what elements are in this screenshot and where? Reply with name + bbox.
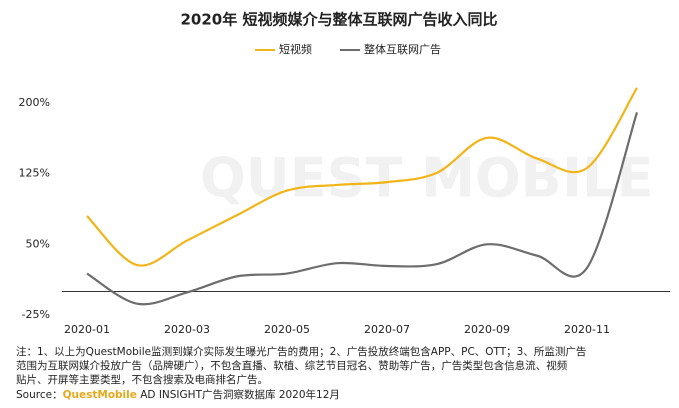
legend-label: 整体互联网广告 <box>364 42 441 56</box>
y-tick-label: 50% <box>26 237 50 250</box>
y-tick-label: 200% <box>19 96 50 109</box>
note-line: 贴片、开屏等主要类型，不包含搜索及电商排名广告。 <box>16 374 268 386</box>
x-tick-label: 2020-09 <box>464 323 510 336</box>
chart-title: 2020年 短视频媒介与整体互联网广告收入同比 <box>181 11 498 29</box>
x-tick-label: 2020-07 <box>364 323 410 336</box>
source-label: Source： <box>16 389 63 401</box>
chart: QUEST MOBILE 2020年 短视频媒介与整体互联网广告收入同比 -25… <box>19 11 670 336</box>
source-brand: QuestMobile <box>62 389 137 401</box>
series-line <box>86 112 639 306</box>
y-tick-label: 125% <box>19 167 50 180</box>
source-text: AD INSIGHT广告洞察数据库 2020年12月 <box>136 389 340 401</box>
x-tick-label: 2020-05 <box>264 323 310 336</box>
note-line: 注：1、以上为QuestMobile监测到媒介实际发生曝光广告的费用；2、广告投… <box>16 346 587 358</box>
source: Source：QuestMobile AD INSIGHT广告洞察数据库 202… <box>16 388 340 402</box>
watermark: QUEST MOBILE <box>200 147 653 210</box>
x-tick-label: 2020-11 <box>564 323 610 336</box>
series-line <box>86 87 638 267</box>
note-line: 范围为互联网媒介投放广告（品牌硬广），不包含直播、软植、综艺节目冠名、赞助等广告… <box>16 360 568 372</box>
legend-label: 短视频 <box>279 42 312 56</box>
y-tick-label: -25% <box>22 308 50 321</box>
x-tick-label: 2020-03 <box>164 323 210 336</box>
x-tick-label: 2020-01 <box>64 323 110 336</box>
